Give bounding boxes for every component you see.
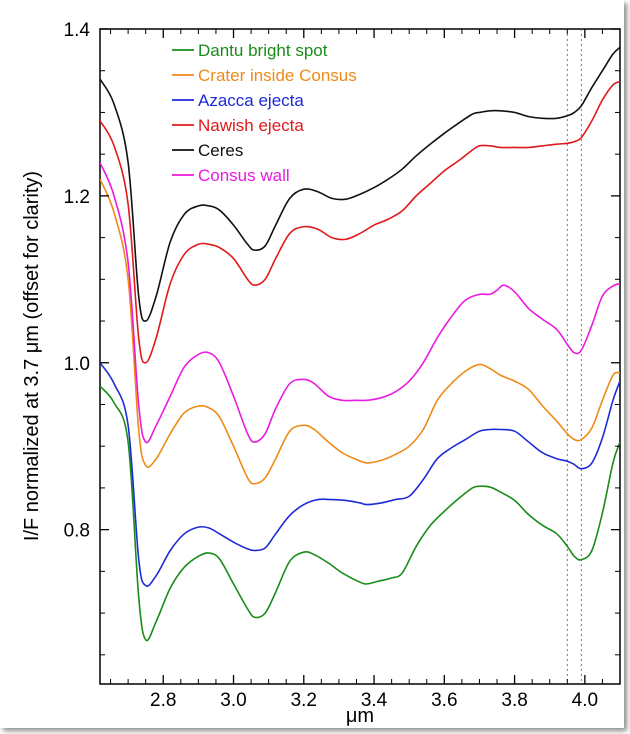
legend-label-dantu-bright-spot: Dantu bright spot [198,41,328,60]
y-tick-label: 1.2 [64,187,90,208]
series-line-ceres [100,46,620,322]
x-tick-label: 2.8 [150,690,176,711]
series-line-azacca-ejecta [100,362,620,587]
plot-area [99,28,621,685]
legend-label-consus-wall: Consus wall [198,166,290,185]
x-tick-label: 3.0 [220,690,246,711]
y-axis-label: I/F normalized at 3.7 μm (offset for cla… [21,171,43,541]
legend-label-ceres: Ceres [198,141,243,160]
x-tick-label: 3.4 [361,690,388,711]
x-tick-label: 3.8 [501,690,527,711]
x-tick-label: 3.6 [431,690,457,711]
series-line-dantu-bright-spot [100,385,620,642]
x-tick-label: 3.2 [291,690,317,711]
x-axis-label: μm [346,705,374,727]
legend-label-nawish-ejecta: Nawish ejecta [198,116,304,135]
y-tick-label: 0.8 [64,521,90,542]
x-tick-label: 4.0 [572,690,598,711]
series-line-consus-wall [100,162,620,444]
series-line-nawish-ejecta [100,80,620,364]
series-line-crater-inside-consus [100,178,620,485]
legend-label-crater-inside-consus: Crater inside Consus [198,66,357,85]
y-tick-label: 1.0 [64,354,90,375]
legend-label-azacca-ejecta: Azacca ejecta [198,91,304,110]
y-tick-label: 1.4 [64,20,91,41]
